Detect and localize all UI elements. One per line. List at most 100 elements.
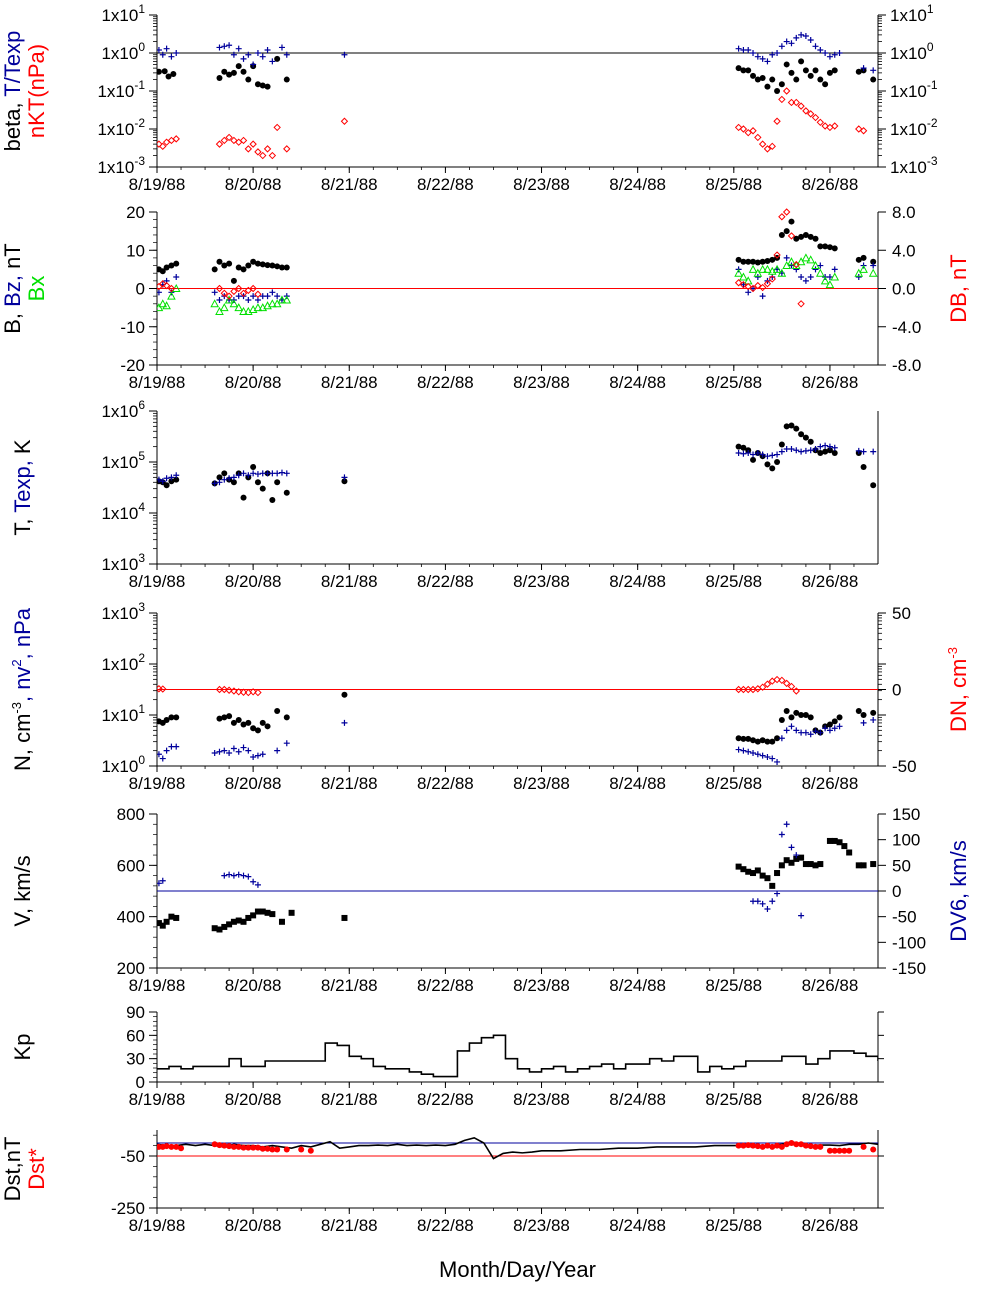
x-tick-label: 8/20/88	[225, 572, 282, 591]
data-point-beta	[855, 68, 862, 75]
data-point-T/Texp	[817, 46, 824, 53]
data-point-DN	[773, 675, 781, 684]
y-tick-label: 1x100	[890, 40, 934, 63]
data-point-Bz	[750, 285, 757, 292]
data-point-nv2	[211, 749, 218, 756]
data-point-Dst*	[750, 1142, 757, 1149]
data-point-DB	[167, 284, 176, 293]
data-point-Dst*	[798, 1141, 805, 1148]
data-point-Bx	[796, 257, 806, 266]
data-point-nv2	[740, 747, 747, 754]
data-point-T/Texp	[759, 55, 766, 62]
data-point-N	[774, 735, 781, 742]
data-point-Bz	[173, 274, 180, 281]
data-point-DN	[159, 685, 167, 693]
x-tick-label: 8/25/88	[705, 572, 762, 591]
x-tick-label: 8/25/88	[705, 175, 762, 194]
y2-tick-label: 150	[892, 805, 920, 824]
data-point-Texp	[807, 447, 814, 454]
x-tick-label: 8/21/88	[321, 1216, 378, 1235]
data-point-Dst*	[216, 1142, 223, 1149]
data-point-DN	[215, 685, 224, 694]
x-tick-label: 8/23/88	[513, 1216, 570, 1235]
data-point-Texp	[826, 443, 833, 450]
data-point-Bz	[264, 293, 271, 300]
data-point-Texp	[163, 475, 170, 482]
data-point-DV6	[245, 873, 252, 880]
data-point-Bx	[282, 295, 292, 304]
data-point-B	[740, 258, 747, 265]
x-tick-label: 8/21/88	[321, 1090, 378, 1109]
data-point-beta	[764, 83, 771, 90]
data-point-Texp	[341, 474, 348, 481]
data-point-nv2	[283, 740, 290, 747]
y-tick-label: 30	[126, 1050, 145, 1069]
data-point-Bx	[734, 268, 743, 277]
data-point-DB	[792, 260, 800, 269]
data-point-B	[793, 235, 800, 242]
data-point-B	[269, 262, 276, 269]
data-point-beta	[274, 55, 281, 62]
data-point-T	[788, 422, 795, 429]
data-point-T	[240, 494, 247, 501]
data-point-Texp	[778, 448, 785, 455]
data-point-nv2	[274, 747, 281, 754]
data-point-DB	[235, 284, 243, 293]
data-point-nKT(nPa)	[254, 148, 262, 156]
y-tick-label: 600	[117, 856, 145, 875]
data-point-V	[230, 918, 237, 925]
data-point-T/Texp	[735, 45, 742, 52]
data-point-nv2	[159, 755, 166, 762]
x-tick-label: 8/26/88	[802, 1090, 859, 1109]
data-point-T/Texp	[254, 50, 261, 56]
x-axis-title: Month/Day/Year	[439, 1257, 596, 1282]
data-point-DV6	[778, 831, 785, 838]
data-point-B	[235, 264, 242, 271]
data-point-T/Texp	[259, 53, 266, 60]
y-tick-label: -250	[111, 1199, 145, 1218]
data-point-beta	[240, 68, 247, 75]
y2-tick-label: 0	[892, 882, 901, 901]
data-point-T/Texp	[774, 50, 781, 56]
data-point-nv2	[221, 747, 228, 754]
y2-tick-label: -8.0	[892, 356, 921, 375]
data-point-T	[802, 434, 809, 441]
y-tick-label: 1x101	[101, 2, 145, 25]
data-point-nv2	[860, 719, 867, 726]
data-point-T	[769, 465, 776, 472]
data-point-N	[783, 707, 790, 714]
data-point-T	[860, 463, 867, 470]
data-point-T/Texp	[807, 36, 814, 43]
data-point-N	[163, 716, 170, 723]
x-tick-label: 8/23/88	[513, 774, 570, 793]
data-point-B	[226, 260, 233, 267]
data-point-T/Texp	[822, 50, 829, 56]
series-group	[157, 675, 877, 765]
data-point-nKT(nPa)	[821, 122, 829, 130]
data-point-N	[173, 714, 180, 721]
series-line-Kp	[157, 1034, 878, 1078]
y-tick-label: 20	[126, 203, 145, 222]
y-tick-label: 0	[136, 1073, 145, 1092]
data-point-T/Texp	[826, 53, 833, 60]
data-point-T	[774, 459, 781, 465]
data-point-Bz	[254, 296, 261, 303]
x-tick-label: 8/24/88	[609, 572, 666, 591]
x-tick-label: 8/19/88	[129, 373, 186, 392]
data-point-nKT(nPa)	[259, 151, 267, 160]
data-point-nv2	[745, 748, 752, 755]
y-tick-label: 200	[117, 959, 145, 978]
data-point-B	[812, 235, 819, 242]
x-tick-label: 8/20/88	[225, 175, 282, 194]
data-point-V	[764, 875, 771, 882]
x-tick-label: 8/22/88	[417, 373, 474, 392]
data-point-T	[798, 431, 805, 438]
data-point-Bx	[801, 253, 811, 262]
data-point-N	[274, 707, 281, 714]
data-point-Texp	[798, 448, 805, 455]
data-point-DN	[225, 686, 233, 694]
data-point-T/Texp	[221, 43, 228, 50]
data-point-B	[259, 261, 266, 268]
data-point-T/Texp	[159, 51, 166, 58]
data-point-Bz	[269, 289, 276, 296]
